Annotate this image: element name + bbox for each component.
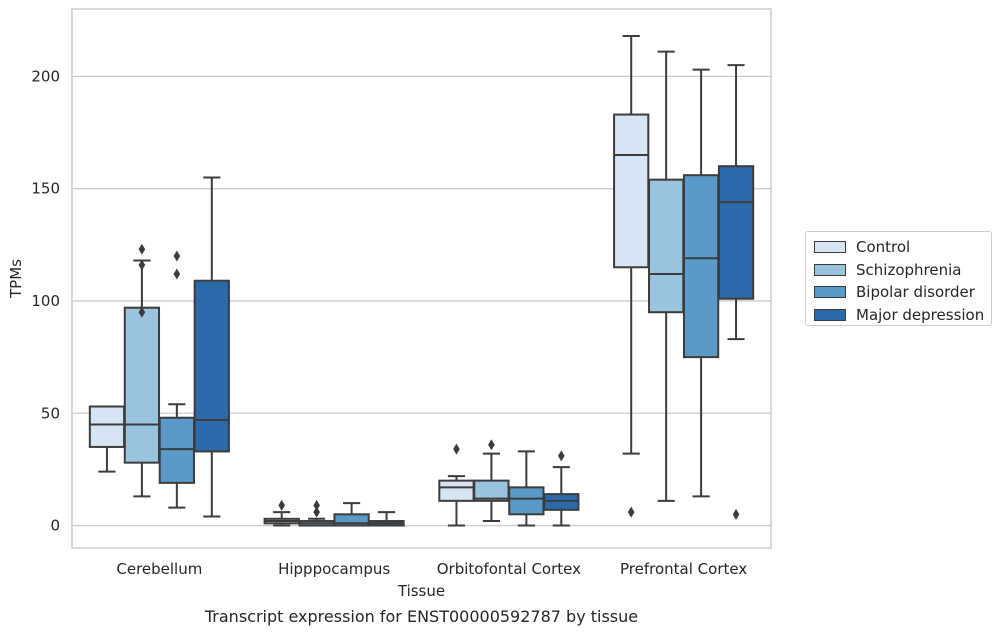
x-tick-label: Prefrontal Cortex	[620, 560, 747, 578]
box	[613, 113, 650, 269]
outlier-point	[173, 250, 181, 262]
legend-label: Control	[856, 238, 911, 257]
y-tick-labels: 0 50 100 150 200	[31, 67, 60, 534]
outlier-point	[732, 508, 740, 520]
legend-item: Control	[814, 236, 983, 259]
box-group	[473, 439, 510, 523]
legend-swatch	[814, 308, 846, 321]
x-tick-label: Hipppocampus	[278, 560, 390, 578]
y-axis-label: TPMs	[7, 259, 25, 299]
box-group	[543, 450, 580, 527]
legend: Control Schizophrenia Bipolar disorder Majo…	[805, 231, 992, 326]
legend-swatch	[814, 263, 846, 276]
y-tick-label: 100	[31, 292, 60, 310]
legend-label: Schizophrenia	[856, 260, 962, 279]
box	[88, 405, 126, 448]
box	[508, 486, 545, 516]
outlier-point	[627, 506, 635, 518]
x-tick-label: Orbitofontal Cortex	[437, 560, 581, 578]
outlier-point	[313, 506, 320, 518]
box	[438, 479, 475, 502]
box	[333, 513, 370, 527]
outlier-point	[278, 499, 285, 511]
legend-item: Major depression	[814, 304, 985, 327]
box-group	[193, 176, 230, 518]
outlier-point	[313, 499, 320, 511]
box-group	[682, 68, 720, 498]
box-group	[263, 499, 300, 527]
box	[648, 178, 685, 314]
x-tick-labels: Cerebellum Hipppocampus Orbitofontal Corte…	[116, 560, 747, 578]
box	[717, 165, 755, 300]
box-group	[123, 243, 161, 498]
box-group	[613, 34, 650, 518]
y-tick-label: 200	[31, 67, 60, 85]
y-tick-label: 50	[41, 404, 60, 422]
y-tick-label: 150	[31, 180, 60, 198]
box-group	[508, 450, 545, 527]
box	[543, 493, 580, 511]
plot-frame	[71, 8, 772, 549]
box-group	[333, 502, 370, 527]
y-tick-label: 0	[50, 517, 60, 535]
outlier-point	[488, 439, 495, 451]
box	[158, 416, 195, 484]
box-group	[368, 511, 405, 527]
outlier-point	[558, 450, 565, 462]
legend-label: Major depression	[856, 305, 985, 324]
box	[682, 174, 720, 359]
box	[123, 306, 161, 464]
box-group	[717, 64, 755, 520]
box-group	[298, 499, 335, 527]
box-group	[648, 50, 685, 502]
box	[193, 279, 230, 453]
box-group	[88, 405, 126, 473]
outlier-point	[138, 243, 146, 255]
outlier-point	[173, 268, 181, 280]
legend-label: Bipolar disorder	[856, 283, 975, 302]
legend-item: Bipolar disorder	[814, 281, 983, 304]
outlier-point	[453, 443, 460, 455]
outlier-point	[138, 259, 146, 271]
legend-swatch	[814, 241, 846, 254]
box-group	[438, 443, 475, 527]
x-axis-label: Tissue	[397, 582, 445, 600]
outlier-point	[138, 306, 146, 318]
box-group	[158, 250, 195, 509]
box-marks	[88, 34, 755, 527]
legend-swatch	[814, 286, 846, 299]
x-tick-label: Cerebellum	[116, 560, 202, 578]
chart-title: Transcript expression for ENST0000059278…	[204, 607, 638, 626]
legend-item: Schizophrenia	[814, 259, 983, 282]
